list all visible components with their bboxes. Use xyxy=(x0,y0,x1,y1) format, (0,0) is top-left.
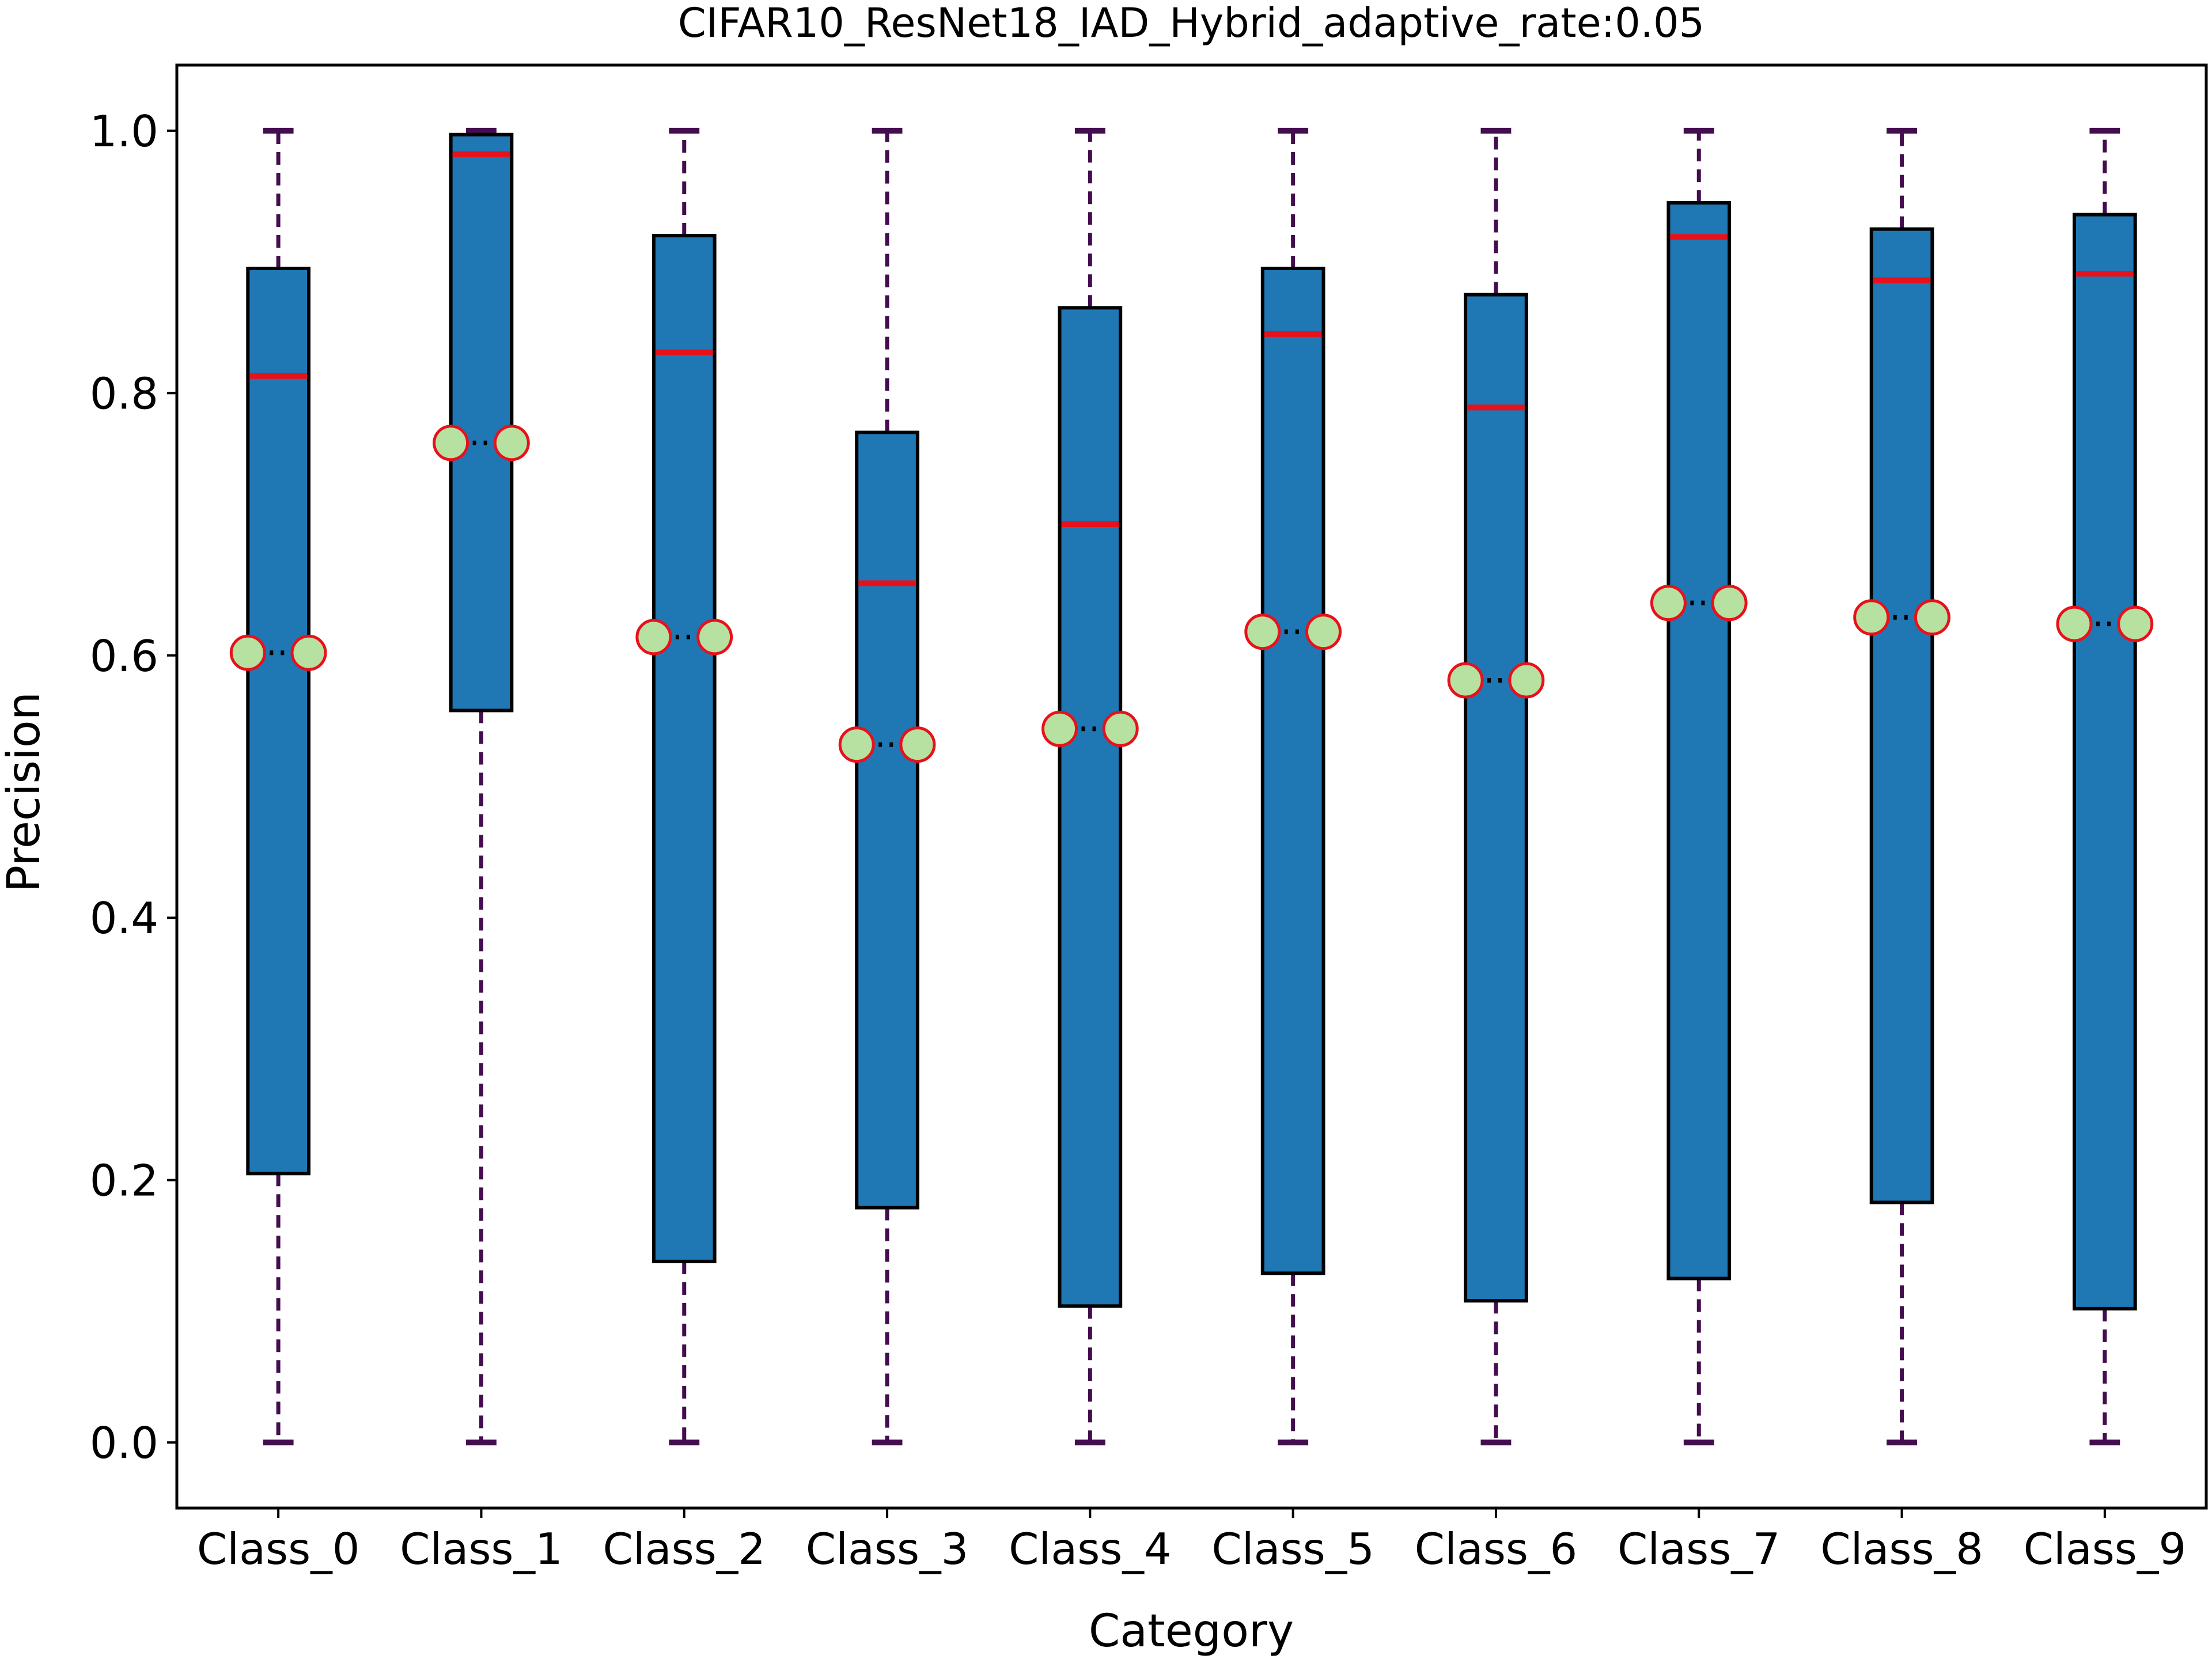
mean-marker xyxy=(1853,599,1890,636)
mean-marker xyxy=(2117,605,2154,642)
box-class-8 xyxy=(1869,227,1934,1205)
chart-title: CIFAR10_ResNet18_IAD_Hybrid_adaptive_rat… xyxy=(678,0,1705,47)
plot-frame xyxy=(175,63,2208,1510)
x-tick-label: Class_0 xyxy=(197,1524,360,1574)
y-tick-label: 0.6 xyxy=(90,631,158,681)
mean-marker xyxy=(1244,613,1281,650)
y-axis-label: Precision xyxy=(0,692,50,892)
mean-marker xyxy=(1508,662,1545,699)
box-class-3 xyxy=(855,430,919,1210)
x-tick-label: Class_8 xyxy=(1820,1524,1983,1574)
y-tick-label: 0.8 xyxy=(90,368,158,419)
mean-marker xyxy=(1447,662,1484,699)
mean-marker xyxy=(1305,613,1342,650)
box-class-0 xyxy=(246,266,310,1176)
mean-marker xyxy=(1914,599,1950,636)
x-tick-label: Class_7 xyxy=(1618,1524,1781,1574)
mean-marker xyxy=(635,619,672,656)
mean-marker xyxy=(1102,710,1139,747)
box-class-6 xyxy=(1464,293,1528,1303)
x-tick-label: Class_4 xyxy=(1009,1524,1172,1574)
mean-marker xyxy=(229,634,266,671)
mean-marker xyxy=(1650,585,1687,622)
x-tick-label: Class_6 xyxy=(1415,1524,1578,1574)
x-tick-label: Class_9 xyxy=(2024,1524,2187,1574)
x-tick-label: Class_5 xyxy=(1211,1524,1374,1574)
box-class-9 xyxy=(2073,213,2137,1310)
y-tick-label: 0.4 xyxy=(90,893,158,944)
mean-marker xyxy=(2056,605,2093,642)
mean-marker xyxy=(696,619,733,656)
mean-marker xyxy=(838,726,875,763)
box-class-1 xyxy=(449,132,514,713)
plot-area: 0.0 0.2 0.4 0.6 0.8 1.0 Class_0 Class_1 Class_2 C… xyxy=(90,63,2208,1574)
x-axis-label: Category xyxy=(1089,1605,1294,1657)
mean-marker xyxy=(493,425,530,461)
x-tick-label: Class_3 xyxy=(806,1524,969,1574)
y-tick-label: 0.2 xyxy=(90,1156,158,1206)
box-class-2 xyxy=(652,234,717,1263)
x-tick-label: Class_1 xyxy=(400,1524,563,1574)
mean-marker xyxy=(1711,585,1748,622)
box-class-5 xyxy=(1260,266,1325,1275)
x-tick-label: Class_2 xyxy=(603,1524,766,1574)
mean-marker xyxy=(290,634,327,671)
y-tick-label: 1.0 xyxy=(90,106,158,157)
mean-marker xyxy=(899,726,936,763)
box-class-4 xyxy=(1058,306,1123,1308)
y-tick-label: 0.0 xyxy=(90,1418,158,1468)
mean-marker xyxy=(1041,710,1078,747)
box-class-7 xyxy=(1666,201,1732,1281)
mean-marker xyxy=(433,425,469,461)
